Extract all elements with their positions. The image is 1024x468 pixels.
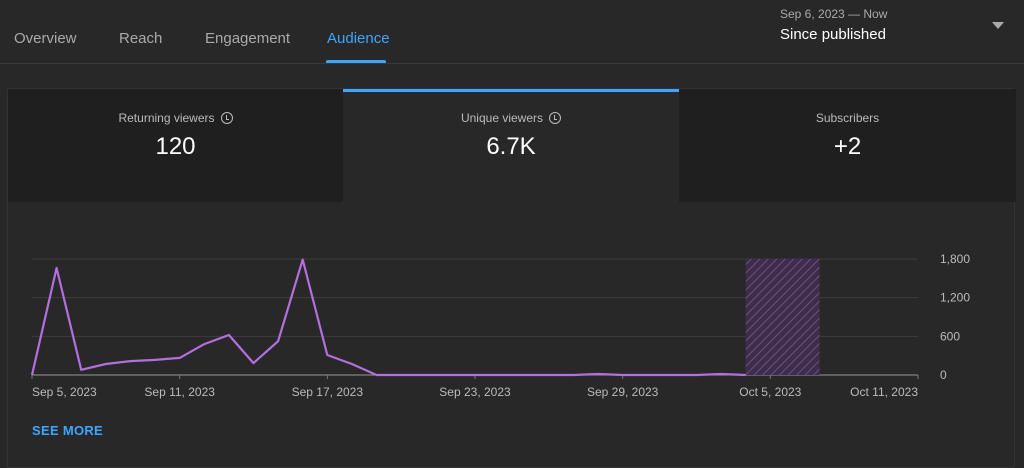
x-tick-label: Sep 11, 2023	[144, 385, 215, 399]
card-returning-viewers[interactable]: Returning viewers 120	[8, 89, 343, 202]
tab-bar: Overview Reach Engagement Audience Sep 6…	[0, 0, 1024, 64]
x-tick-label: Sep 5, 2023	[32, 385, 97, 399]
card-subscribers[interactable]: Subscribers +2	[679, 89, 1016, 202]
tab-engagement[interactable]: Engagement	[205, 30, 291, 47]
date-range-text: Sep 6, 2023 — Now	[780, 7, 888, 21]
dropdown-arrow-icon[interactable]	[992, 22, 1004, 29]
pending-data-region	[745, 259, 820, 375]
card-label: Returning viewers	[118, 111, 215, 125]
x-tick-label: Sep 17, 2023	[292, 385, 364, 399]
card-value: 120	[155, 133, 196, 160]
clock-icon	[220, 112, 233, 124]
card-value: +2	[833, 133, 862, 160]
date-range-label: Since published	[780, 26, 886, 43]
y-tick-label: 1,800	[940, 252, 970, 266]
y-tick-label: 600	[940, 329, 960, 343]
x-tick-label: Oct 11, 2023	[850, 385, 918, 399]
clock-icon	[549, 112, 562, 124]
card-unique-viewers[interactable]: Unique viewers 6.7K	[343, 89, 679, 202]
x-tick-label: Oct 5, 2023	[739, 385, 801, 399]
see-more-link[interactable]: SEE MORE	[32, 423, 104, 438]
unique-viewers-chart: 1,800 1,200 600 0 Sep 5, 2023 Sep 11, 2023 Sep…	[30, 252, 970, 399]
y-tick-label: 1,200	[940, 291, 970, 305]
card-label: Unique viewers	[460, 111, 544, 125]
tab-audience[interactable]: Audience	[327, 30, 390, 47]
date-range-selector[interactable]: Sep 6, 2023 — Now Since published	[780, 7, 887, 43]
x-tick-label: Sep 23, 2023	[439, 385, 511, 399]
metrics-panel: Returning viewers 120 Unique viewers 6.7…	[7, 88, 1016, 468]
active-tab-indicator	[326, 60, 386, 63]
x-tick-label: Sep 29, 2023	[587, 385, 659, 399]
card-value: 6.7K	[486, 133, 536, 160]
card-label: Subscribers	[815, 111, 880, 125]
series-line	[30, 258, 746, 377]
y-tick-label: 0	[940, 368, 947, 382]
tab-overview[interactable]: Overview	[14, 30, 77, 47]
tab-reach[interactable]: Reach	[119, 30, 163, 47]
